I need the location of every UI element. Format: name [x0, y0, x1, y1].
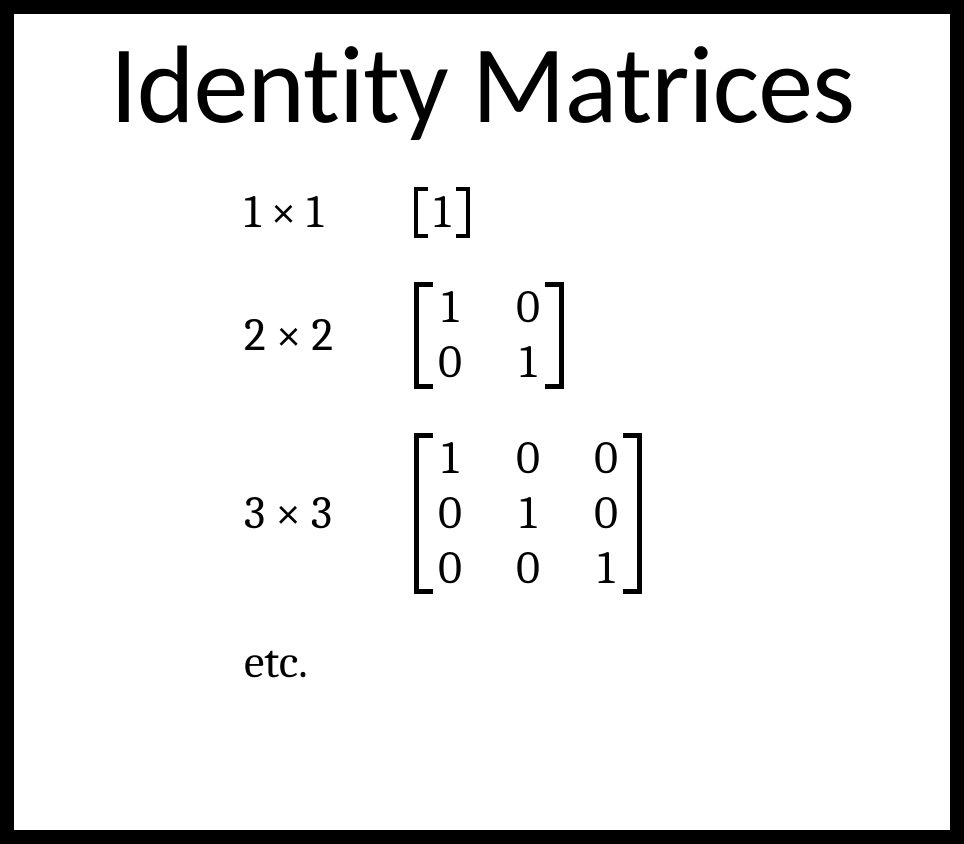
- dimension-label: 1 × 1: [244, 186, 374, 239]
- matrix-row: 0 1 0: [436, 486, 620, 541]
- matrix-entry: 1 × 1 1: [244, 185, 930, 240]
- matrix-cell: 1: [436, 280, 464, 335]
- left-bracket-icon: [414, 431, 428, 597]
- matrix-cell: 1: [592, 541, 620, 596]
- etc-label: etc.: [244, 636, 930, 689]
- matrix-row: 0 0 1: [436, 541, 620, 596]
- matrix-3x3: 1 0 0 0 1 0 0 0 1: [414, 431, 642, 597]
- matrix-row: 0 1: [436, 335, 542, 390]
- matrix-cell: 1: [514, 335, 542, 390]
- dimension-label: 3 × 3: [244, 487, 374, 540]
- matrix-row: 1 0: [436, 280, 542, 335]
- matrix-body: 1: [424, 185, 460, 240]
- left-bracket-icon: [414, 280, 428, 390]
- right-bracket-icon: [460, 185, 470, 240]
- matrix-cell: 0: [592, 431, 620, 486]
- matrix-cell: 0: [436, 541, 464, 596]
- right-bracket-icon: [628, 431, 642, 597]
- matrix-row: 1: [428, 185, 456, 240]
- matrix-cell: 0: [592, 486, 620, 541]
- matrix-cell: 1: [514, 486, 542, 541]
- matrix-cell: 0: [436, 335, 464, 390]
- right-bracket-icon: [550, 280, 564, 390]
- matrix-entry: 3 × 3 1 0 0 0 1 0 0 0: [244, 431, 930, 597]
- matrix-row: 1 0 0: [436, 431, 620, 486]
- document-frame: Identity Matrices 1 × 1 1 2 × 2 1: [0, 0, 964, 844]
- matrix-body: 1 0 0 1: [428, 280, 550, 390]
- matrix-cell: 0: [514, 280, 542, 335]
- matrix-cell: 1: [436, 431, 464, 486]
- page-title: Identity Matrices: [34, 24, 930, 145]
- left-bracket-icon: [414, 185, 424, 240]
- matrix-cell: 0: [436, 486, 464, 541]
- matrix-1x1: 1: [414, 185, 470, 240]
- matrix-body: 1 0 0 0 1 0 0 0 1: [428, 431, 628, 597]
- matrix-list: 1 × 1 1 2 × 2 1 0: [34, 185, 930, 689]
- matrix-entry: 2 × 2 1 0 0 1: [244, 280, 930, 390]
- matrix-cell: 0: [514, 541, 542, 596]
- matrix-cell: 0: [514, 431, 542, 486]
- matrix-2x2: 1 0 0 1: [414, 280, 564, 390]
- dimension-label: 2 × 2: [244, 309, 374, 362]
- matrix-cell: 1: [428, 185, 456, 240]
